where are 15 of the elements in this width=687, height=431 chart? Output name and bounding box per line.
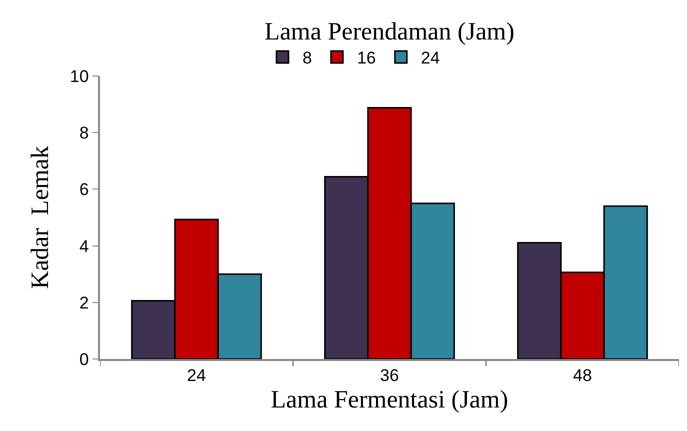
legend-label: 16	[356, 48, 376, 68]
y-tick-label: 8	[79, 124, 89, 143]
legend-label: 24	[420, 48, 440, 68]
legend-label: 8	[302, 48, 312, 68]
x-tick-label: 24	[187, 366, 206, 386]
x-axis-title: Lama Fermentasi (Jam)	[270, 386, 508, 414]
x-tick-label: 36	[380, 366, 399, 386]
y-tick-label: 0	[79, 350, 89, 369]
y-axis-title: Kadar Lemak	[27, 146, 54, 289]
y-tick-label: 2	[79, 293, 89, 312]
y-tick-label: 10	[70, 66, 89, 86]
y-tick-label: 6	[79, 180, 89, 200]
y-tick-label: 4	[79, 236, 89, 256]
legend-title: Lama Perendaman (Jam)	[264, 18, 514, 46]
x-tick-label: 48	[573, 366, 592, 386]
